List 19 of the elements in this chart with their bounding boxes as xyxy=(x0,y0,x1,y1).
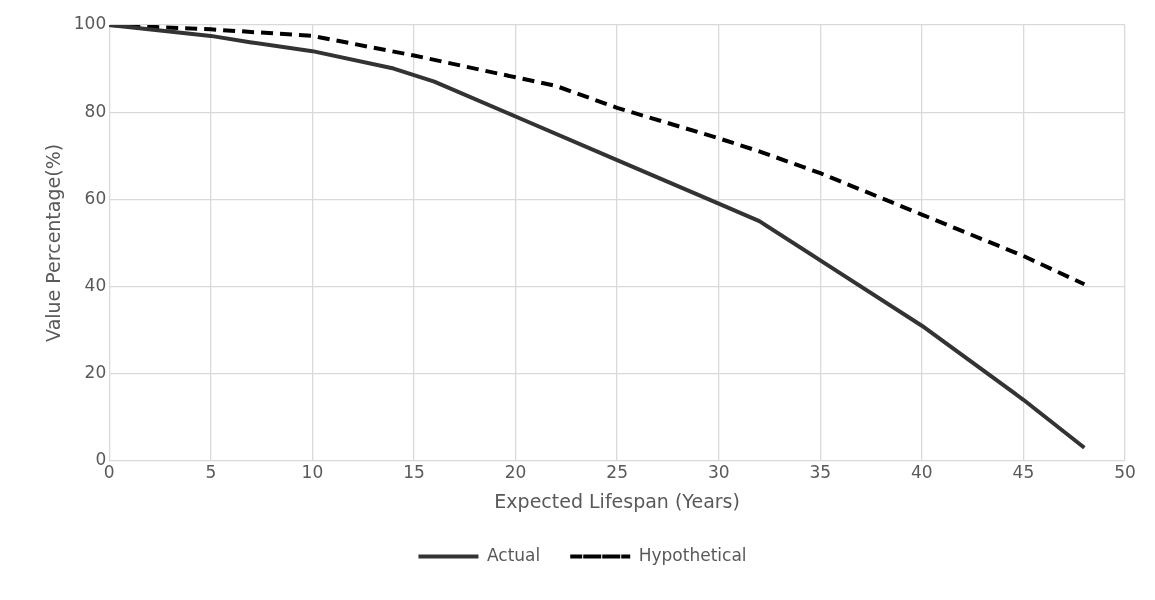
x-tick-label: 35 xyxy=(809,462,832,483)
x-tick-label: 15 xyxy=(403,462,425,483)
y-tick-label: 20 xyxy=(84,362,107,383)
y-tick-label: 100 xyxy=(73,13,107,34)
y-tick-label: 80 xyxy=(84,100,107,121)
x-axis-title: Expected Lifespan (Years) xyxy=(494,489,740,512)
x-tick-label: 25 xyxy=(606,462,628,483)
x-tick-label: 20 xyxy=(504,462,527,483)
x-tick-label: 5 xyxy=(205,462,217,483)
x-tick-label: 10 xyxy=(301,462,324,483)
x-tick-label: 45 xyxy=(1012,462,1035,483)
y-tick-label: 40 xyxy=(84,274,107,295)
legend-label: Hypothetical xyxy=(638,544,747,565)
x-tick-label: 30 xyxy=(707,462,730,483)
x-tick-label: 50 xyxy=(1114,462,1136,483)
y-tick-label: 60 xyxy=(84,187,107,208)
x-tick-label: 40 xyxy=(911,462,933,483)
y-axis-title: Value Percentage(%) xyxy=(42,143,65,342)
legend-label: Actual xyxy=(486,544,541,565)
